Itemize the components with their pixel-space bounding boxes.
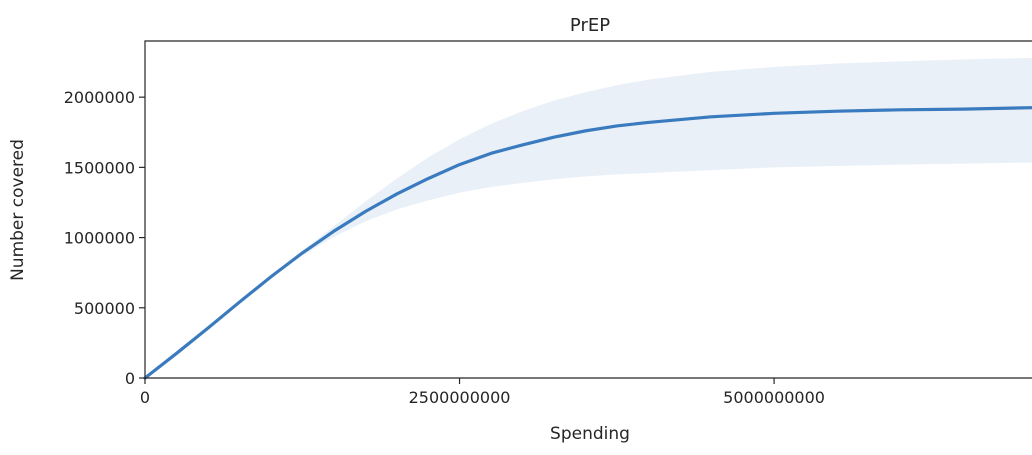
- y-axis-label: Number covered: [8, 139, 28, 281]
- y-tick-label: 1500000: [64, 158, 135, 177]
- y-tick-label: 500000: [74, 299, 135, 318]
- y-axis: 0 500000 1000000 1500000 2000000: [64, 88, 145, 388]
- series-line: [143, 106, 1032, 380]
- y-tick-label: 0: [125, 369, 135, 388]
- plot-area: [143, 40, 1032, 380]
- x-tick-label: 5000000000: [723, 388, 825, 407]
- x-axis: 0 2500000000 5000000000: [140, 378, 825, 407]
- x-tick-label: 2500000000: [409, 388, 511, 407]
- x-axis-label: Spending: [550, 424, 630, 444]
- x-tick-label: 0: [140, 388, 150, 407]
- plot-frame: [144, 40, 1032, 379]
- y-tick-label: 2000000: [64, 88, 135, 107]
- y-tick-label: 1000000: [64, 229, 135, 248]
- confidence-band: [145, 57, 1032, 378]
- chart-title: PrEP: [570, 15, 610, 36]
